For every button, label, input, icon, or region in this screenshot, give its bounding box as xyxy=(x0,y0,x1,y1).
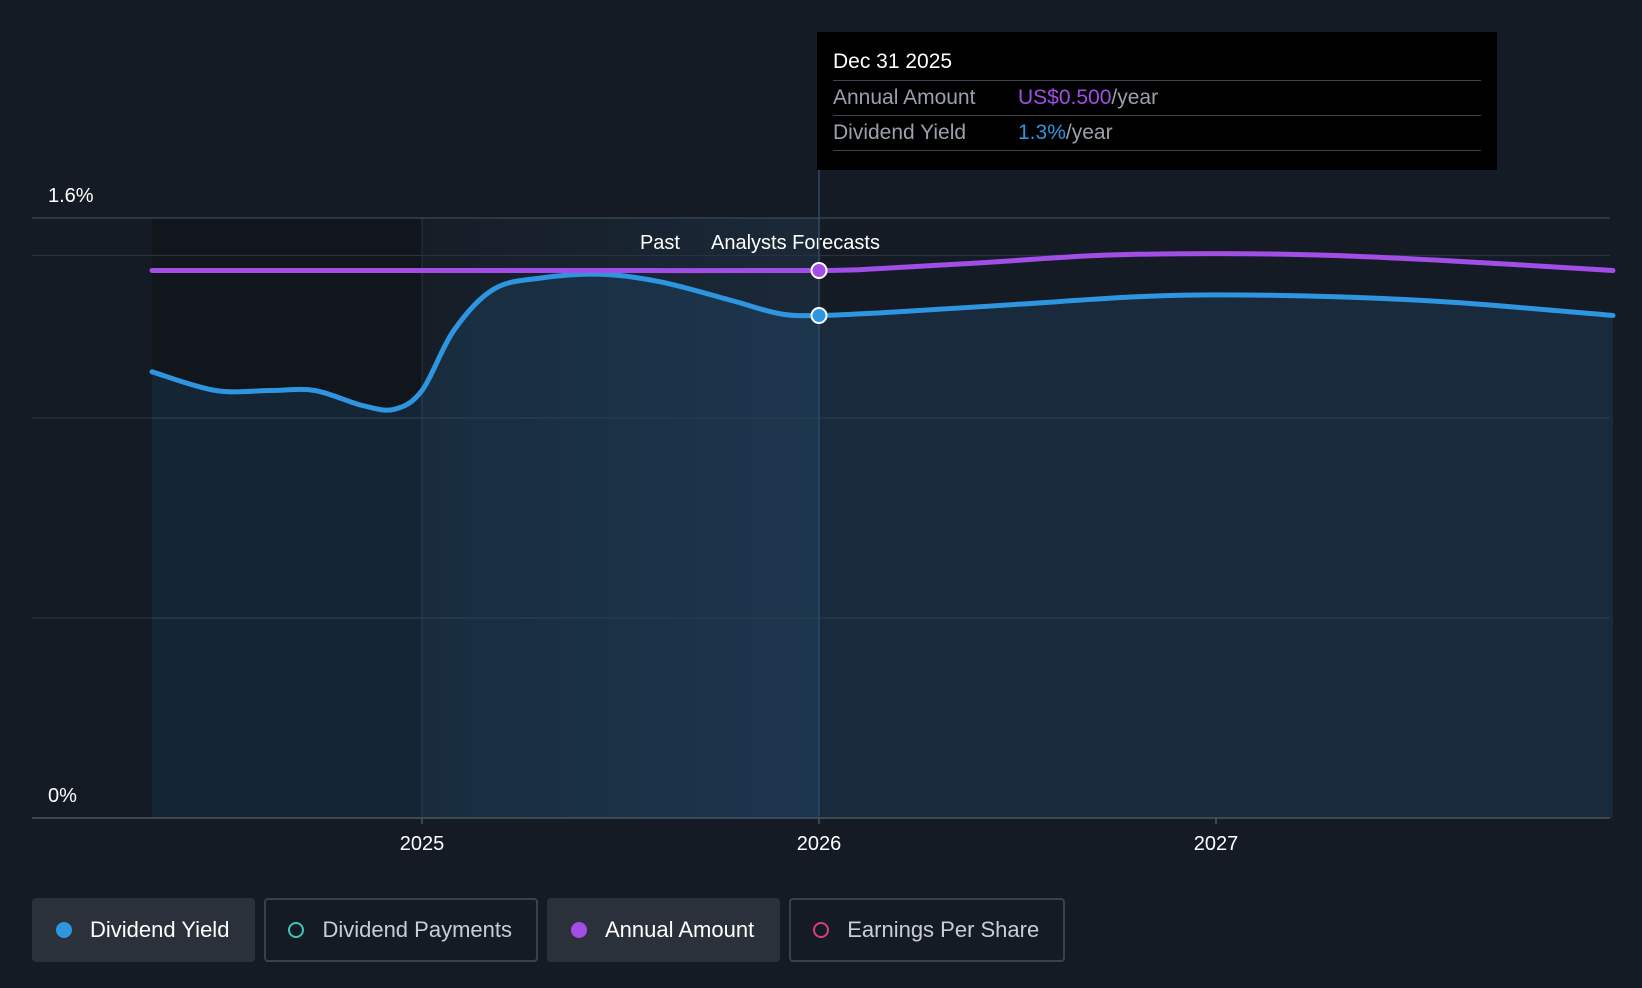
dividend-yield-area xyxy=(152,274,1613,819)
chart-legend: Dividend Yield Dividend Payments Annual … xyxy=(32,898,1066,962)
y-tick-label: 1.6% xyxy=(48,185,94,207)
tooltip-unit: /year xyxy=(1111,86,1159,109)
legend-ring-icon xyxy=(813,922,830,938)
past-label: Past xyxy=(640,232,680,254)
tooltip-date: Dec 31 2025 xyxy=(833,46,1481,81)
legend-label: Earnings Per Share xyxy=(847,917,1040,942)
tooltip-label: Annual Amount xyxy=(833,86,976,109)
dividend-yield-line xyxy=(149,271,1616,413)
chart-tooltip: Dec 31 2025 Annual Amount US$0.500 /year… xyxy=(817,32,1497,170)
dividend-yield-marker xyxy=(810,307,828,324)
legend-dividend-payments[interactable]: Dividend Payments xyxy=(264,898,538,962)
forecast-label: Analysts Forecasts xyxy=(711,232,880,254)
legend-annual-amount[interactable]: Annual Amount xyxy=(546,898,781,962)
annual-amount-marker xyxy=(810,262,828,279)
x-tick-label: 2027 xyxy=(1194,833,1239,855)
legend-label: Dividend Payments xyxy=(322,917,512,942)
legend-label: Dividend Yield xyxy=(90,917,230,942)
legend-label: Annual Amount xyxy=(604,917,755,942)
annual-amount-line xyxy=(149,251,1616,274)
legend-dot-icon xyxy=(570,922,587,938)
tooltip-row-dividend-yield: Dividend Yield 1.3% /year xyxy=(833,116,1481,151)
tooltip-row-annual-amount: Annual Amount US$0.500 /year xyxy=(833,81,1481,116)
past-region xyxy=(422,218,819,818)
x-tick-label: 2025 xyxy=(400,833,445,855)
x-tick-label: 2026 xyxy=(797,833,842,855)
history-region xyxy=(152,218,423,818)
legend-earnings-per-share[interactable]: Earnings Per Share xyxy=(789,898,1066,962)
tooltip-value: 1.3% xyxy=(1018,121,1066,144)
tooltip-unit: /year xyxy=(1065,121,1113,144)
y-tick-label: 0% xyxy=(48,785,77,807)
tooltip-label: Dividend Yield xyxy=(833,121,967,144)
legend-dot-icon xyxy=(56,922,72,938)
legend-dividend-yield[interactable]: Dividend Yield xyxy=(32,898,256,962)
tooltip-value: US$0.500 xyxy=(1018,86,1112,109)
legend-ring-icon xyxy=(288,922,305,938)
